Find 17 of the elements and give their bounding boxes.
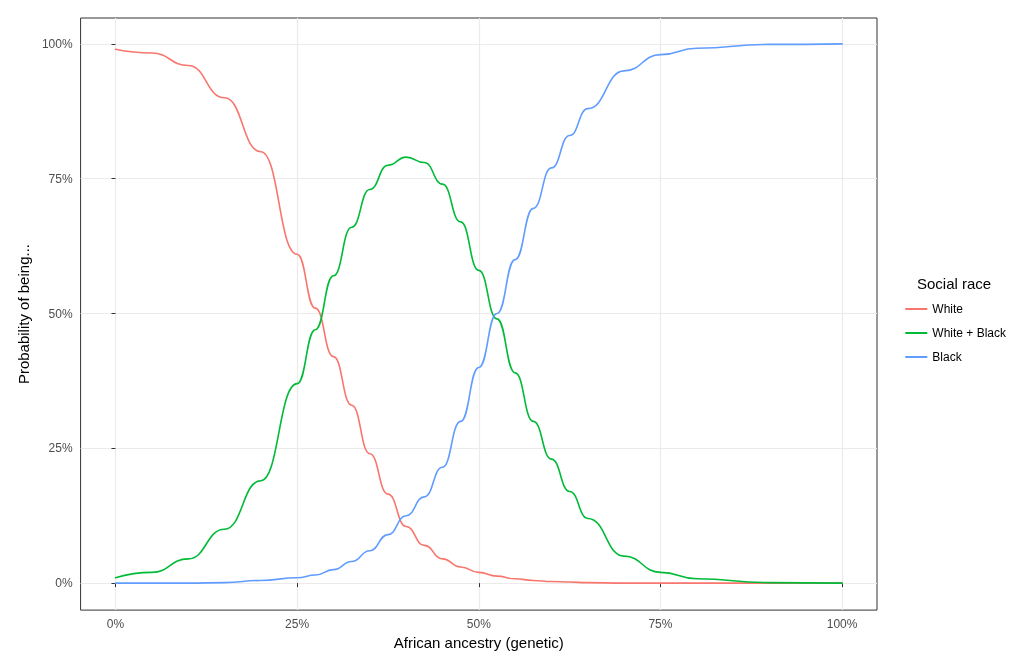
legend-label: White + Black	[932, 326, 1007, 340]
legend-label: White	[932, 302, 964, 316]
x-tick-label: 25%	[285, 617, 310, 632]
y-tick-label: 0%	[55, 576, 73, 591]
legend-label: Black	[932, 350, 963, 364]
x-tick-label: 0%	[106, 617, 125, 632]
x-tick-label: 75%	[648, 617, 673, 632]
y-tick-label: 25%	[48, 441, 73, 456]
x-tick-label: 50%	[466, 617, 492, 632]
y-tick-label: 50%	[48, 306, 73, 321]
x-tick-label: 100%	[826, 617, 858, 632]
x-axis-title: African ancestry (genetic)	[393, 634, 564, 651]
y-tick-label: 75%	[48, 171, 73, 186]
legend-title: Social race	[917, 275, 992, 292]
y-axis-title: Probability of being...	[15, 244, 32, 385]
line-series	[114, 156, 843, 584]
y-tick-label: 100%	[41, 36, 73, 51]
